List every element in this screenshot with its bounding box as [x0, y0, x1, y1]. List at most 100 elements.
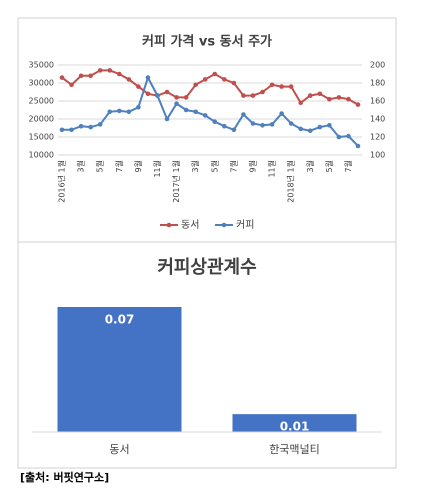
point — [336, 134, 342, 140]
point — [145, 75, 151, 80]
y2-tick-label: 160 — [370, 97, 385, 106]
point — [126, 77, 132, 82]
point — [317, 124, 323, 130]
x-tick-label: 7월 — [228, 160, 238, 172]
y-tick-label: 15000 — [29, 133, 54, 142]
value-label: 0.07 — [105, 313, 135, 327]
point — [155, 93, 160, 98]
point — [202, 77, 208, 82]
point — [145, 91, 151, 97]
x-tick-label: 3월 — [76, 160, 86, 172]
point — [231, 80, 237, 86]
y2-tick-label: 100 — [370, 151, 385, 160]
x-tick-label: 5월 — [324, 160, 334, 172]
point — [69, 82, 74, 88]
point — [298, 100, 304, 106]
point — [327, 96, 332, 102]
bar — [57, 307, 182, 432]
point — [164, 116, 170, 122]
point — [336, 95, 342, 100]
point — [78, 73, 84, 79]
point — [307, 93, 313, 98]
point — [250, 93, 256, 98]
y-tick-label: 25000 — [29, 97, 54, 106]
point — [288, 84, 294, 89]
point — [307, 128, 313, 133]
point — [88, 73, 93, 79]
value-label: 0.01 — [280, 420, 310, 434]
x-tick-label: 7월 — [114, 160, 124, 172]
x-tick-label: 3월 — [305, 160, 315, 172]
x-tick-label: 11월 — [267, 160, 277, 178]
x-tick-label: 9월 — [247, 160, 257, 172]
x-tick-label: 7월 — [343, 160, 353, 172]
y2-tick-label: 120 — [370, 133, 385, 142]
legend-label: 동서 — [181, 219, 199, 231]
x-tick-label: 한국맥널티 — [269, 443, 320, 456]
point — [260, 89, 265, 95]
bar — [232, 414, 357, 432]
point — [241, 93, 246, 98]
point — [164, 89, 170, 95]
point — [355, 102, 361, 107]
point — [222, 77, 227, 82]
point — [269, 122, 275, 127]
point — [241, 112, 246, 117]
legend-marker — [166, 222, 172, 228]
point — [59, 127, 65, 133]
x-tick-label: 11월 — [152, 160, 162, 178]
point — [174, 101, 179, 106]
chart-title: 커피 가격 vs 동서 주가 — [142, 35, 272, 50]
point — [212, 119, 218, 124]
point — [317, 91, 323, 97]
x-tick-label: 3월 — [190, 160, 200, 172]
x-tick-label: 5월 — [95, 160, 105, 172]
point — [346, 133, 351, 139]
point — [136, 105, 141, 110]
top-chart-frame — [17, 17, 397, 243]
point — [88, 124, 93, 130]
y-tick-label: 20000 — [29, 115, 54, 124]
y2-tick-label: 140 — [370, 115, 385, 124]
y-tick-label: 10000 — [29, 151, 54, 160]
point — [212, 71, 218, 77]
point — [327, 123, 332, 128]
point — [288, 121, 294, 126]
point — [279, 111, 284, 116]
point — [222, 123, 227, 129]
point — [298, 126, 304, 132]
point — [136, 84, 141, 89]
x-tick-label: 2018년 1월 — [286, 160, 296, 203]
point — [250, 121, 256, 126]
x-tick-label: 5월 — [209, 160, 219, 172]
x-tick-label: 동서 — [109, 443, 129, 456]
point — [174, 95, 179, 100]
y2-tick-label: 200 — [370, 61, 385, 70]
chart-title: 커피상관계수 — [157, 257, 256, 278]
point — [202, 113, 208, 118]
source-note: [출처: 버핏연구소] — [20, 470, 109, 484]
point — [231, 127, 237, 133]
point — [279, 84, 284, 89]
point — [260, 123, 265, 128]
y-tick-label: 30000 — [29, 79, 54, 88]
point — [355, 143, 361, 149]
x-tick-label: 2017년 1월 — [171, 160, 181, 203]
point — [107, 109, 113, 115]
point — [78, 123, 84, 129]
point — [126, 109, 132, 115]
point — [69, 127, 74, 133]
y2-tick-label: 180 — [370, 79, 385, 88]
point — [59, 75, 65, 80]
legend-marker — [221, 222, 227, 228]
point — [193, 82, 198, 88]
point — [107, 68, 113, 73]
point — [116, 71, 122, 77]
x-tick-label: 9월 — [133, 160, 143, 172]
x-tick-label: 2016년 1월 — [57, 160, 67, 203]
y-tick-label: 35000 — [29, 61, 54, 70]
point — [97, 122, 103, 127]
point — [183, 107, 189, 113]
